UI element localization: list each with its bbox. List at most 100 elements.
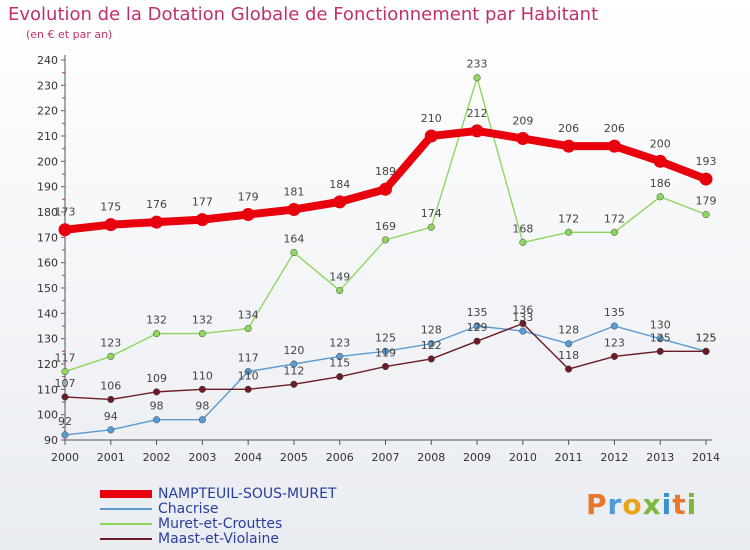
data-label: 106 bbox=[100, 379, 121, 392]
data-label: 135 bbox=[604, 306, 625, 319]
data-point bbox=[195, 213, 209, 227]
data-label: 174 bbox=[421, 207, 442, 220]
data-point bbox=[381, 347, 390, 355]
data-point bbox=[473, 322, 481, 330]
y-tick-label: 140 bbox=[37, 307, 58, 320]
y-tick-label: 240 bbox=[37, 54, 58, 67]
data-point bbox=[516, 132, 530, 146]
data-point bbox=[244, 324, 252, 333]
y-tick-label: 150 bbox=[37, 282, 58, 295]
data-label: 132 bbox=[146, 314, 167, 327]
data-label: 212 bbox=[467, 107, 488, 120]
x-tick-label: 2010 bbox=[509, 451, 537, 464]
data-label: 123 bbox=[604, 336, 625, 349]
x-tick-label: 2009 bbox=[463, 451, 491, 464]
chart-subtitle: (en € et par an) bbox=[26, 28, 113, 41]
data-label: 134 bbox=[238, 309, 259, 322]
data-point bbox=[61, 393, 69, 401]
x-tick-label: 2004 bbox=[234, 451, 262, 464]
data-point bbox=[381, 362, 390, 371]
data-point bbox=[565, 228, 573, 236]
data-point bbox=[473, 337, 481, 345]
data-label: 132 bbox=[192, 314, 213, 327]
data-point bbox=[519, 319, 527, 328]
data-label: 189 bbox=[375, 165, 396, 178]
x-tick-label: 2013 bbox=[646, 451, 674, 464]
data-point bbox=[290, 360, 298, 368]
data-point bbox=[562, 139, 576, 153]
data-point bbox=[379, 182, 392, 196]
data-label: 130 bbox=[650, 319, 671, 332]
x-tick-label: 2012 bbox=[600, 451, 628, 464]
data-label: 193 bbox=[696, 155, 717, 168]
data-label: 109 bbox=[146, 372, 167, 385]
data-point bbox=[150, 215, 164, 229]
data-point bbox=[58, 223, 72, 237]
data-point bbox=[381, 236, 390, 244]
legend-swatch bbox=[100, 538, 152, 540]
data-label: 209 bbox=[512, 115, 533, 128]
data-label: 186 bbox=[650, 177, 671, 190]
data-point bbox=[241, 208, 255, 222]
data-label: 123 bbox=[329, 336, 350, 349]
data-point bbox=[198, 416, 206, 424]
data-point bbox=[473, 74, 481, 82]
y-tick-label: 100 bbox=[37, 409, 58, 422]
data-point bbox=[244, 368, 252, 376]
x-tick-label: 2008 bbox=[417, 451, 445, 464]
data-point bbox=[607, 139, 621, 153]
data-point bbox=[107, 352, 115, 360]
x-tick-label: 2003 bbox=[188, 451, 216, 464]
y-tick-label: 120 bbox=[37, 358, 58, 371]
x-tick-label: 2005 bbox=[280, 451, 308, 464]
y-tick-label: 130 bbox=[37, 333, 58, 346]
data-label: 119 bbox=[375, 347, 396, 360]
data-point bbox=[198, 385, 206, 393]
data-point bbox=[610, 228, 618, 236]
x-tick-label: 2007 bbox=[372, 451, 400, 464]
data-point bbox=[104, 218, 118, 232]
data-point bbox=[656, 193, 664, 201]
data-point bbox=[153, 416, 161, 424]
data-label: 206 bbox=[604, 122, 625, 135]
data-label: 172 bbox=[558, 212, 579, 225]
data-point bbox=[565, 340, 573, 348]
x-tick-label: 2006 bbox=[326, 451, 354, 464]
data-label: 128 bbox=[558, 324, 579, 337]
data-label: 110 bbox=[192, 369, 213, 382]
y-tick-label: 220 bbox=[37, 105, 58, 118]
data-label: 112 bbox=[283, 364, 304, 377]
data-label: 118 bbox=[558, 349, 579, 362]
data-point bbox=[290, 380, 298, 388]
data-point bbox=[519, 238, 527, 246]
y-tick-label: 110 bbox=[37, 383, 58, 396]
data-label: 92 bbox=[58, 415, 72, 428]
data-label: 168 bbox=[512, 222, 533, 235]
data-label: 136 bbox=[512, 303, 533, 316]
data-point bbox=[336, 352, 344, 360]
data-point bbox=[336, 286, 344, 295]
data-label: 200 bbox=[650, 137, 671, 150]
data-point bbox=[699, 172, 713, 186]
y-tick-label: 190 bbox=[37, 181, 58, 194]
data-label: 176 bbox=[146, 198, 167, 211]
data-point bbox=[656, 347, 664, 355]
data-label: 98 bbox=[150, 400, 164, 413]
legend-item: Chacrise bbox=[100, 501, 218, 517]
data-label: 94 bbox=[104, 410, 118, 423]
y-tick-label: 210 bbox=[37, 130, 58, 143]
data-point bbox=[424, 129, 438, 143]
data-point bbox=[198, 330, 206, 338]
data-label: 179 bbox=[696, 195, 717, 208]
data-point bbox=[107, 426, 115, 434]
data-point bbox=[107, 395, 115, 404]
data-label: 125 bbox=[650, 331, 671, 344]
legend-item: Maast-et-Violaine bbox=[100, 531, 279, 547]
data-point bbox=[653, 154, 667, 168]
data-label: 175 bbox=[100, 201, 121, 214]
legend-label: Chacrise bbox=[158, 501, 219, 517]
proxiti-logo: Proxiti bbox=[586, 488, 698, 521]
data-label: 181 bbox=[283, 185, 304, 198]
data-label: 125 bbox=[375, 331, 396, 344]
legend-label: Muret-et-Crouttes bbox=[158, 516, 283, 532]
